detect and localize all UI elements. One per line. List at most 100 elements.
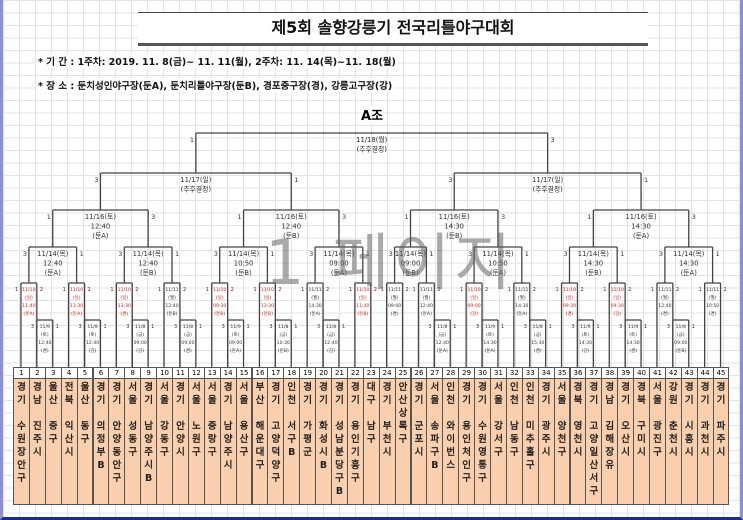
team-column: 26 경 기 군 포 시 [410, 367, 428, 505]
team-column: 38 경 남 김 해 장 유 [601, 367, 619, 505]
seed-number: 1 [151, 324, 154, 330]
match-info-text: 12:40 [281, 223, 301, 231]
match-info-text: (일) [120, 294, 128, 301]
match-info-text: (경) [709, 310, 717, 317]
team-column: 35 서 울 양 천 구 [553, 367, 571, 505]
seed-number: 1 [294, 176, 298, 184]
seed-number: 1 [190, 136, 194, 144]
match-info-text: (추후결정) [181, 185, 212, 194]
seed-number: 3 [31, 324, 34, 330]
seed-number: 1 [47, 213, 51, 221]
match-info-text: (토) [629, 332, 637, 338]
match-info-text: 12:40 [138, 260, 158, 268]
seed-number: 2 [628, 287, 631, 293]
team-name: 경 기 가 평 군 [303, 382, 312, 458]
match-info-text: 11/17(일) [180, 175, 211, 184]
team-name: 서 울 강 서 구 [494, 382, 503, 458]
match-info-text: 11/17(일) [532, 175, 563, 184]
seed-number: 3 [309, 250, 313, 258]
match-info-text: 09:00 [134, 340, 147, 346]
seed-number: 3 [692, 213, 696, 221]
team-number: 27 [427, 368, 443, 379]
seed-number: 1 [501, 324, 504, 330]
seed-number: 2 [676, 287, 679, 293]
team-column: 15 서 울 용 산 구 [235, 367, 253, 505]
team-column: 40 경 북 구 미 시 [633, 367, 650, 505]
match-info-text: 11/14(목) [133, 250, 164, 258]
match-info-text: (강) [136, 347, 144, 354]
team-column: 3 울 산 중 구 [44, 367, 62, 505]
team-name: 부 산 해 운 대 구 [255, 382, 265, 471]
match-info-text: 11/16(토) [85, 213, 116, 221]
seed-number: 1 [412, 287, 415, 293]
match-info-text: (둔B) [278, 348, 289, 354]
tournament-bracket: 11/18(월)(추후결정)1 311/17(일)(추후결정)3 1 11/17(일)… [15, 132, 727, 367]
team-name: 강 원 춘 천 시 [668, 382, 678, 458]
match-info-text: (토) [486, 332, 494, 338]
team-name: 서 울 양 천 구 [557, 382, 567, 458]
seed-number: 3 [126, 324, 129, 330]
seed-number: 1 [716, 250, 720, 258]
seed-number: 2 [40, 287, 43, 293]
team-number: 8 [125, 368, 141, 379]
match-info-text: 11/10 [356, 287, 369, 293]
match-info-text: 11/9 [40, 324, 50, 330]
match-info-text: 15:30 [531, 340, 544, 346]
team-column: 28 인 천 와 이 번 스 [442, 367, 460, 505]
seed-number: 1 [270, 250, 274, 258]
team-column: 24 경 기 부 천 시 [378, 367, 396, 505]
match-info-text: (금) [184, 332, 192, 338]
team-name: 경 기 수 원 영 통 구 [478, 382, 487, 484]
match-info-text: 11/9 [580, 324, 590, 330]
team-column: 23 대 구 남 구 [362, 367, 380, 505]
seed-number: 3 [551, 136, 555, 144]
team-column: 31 서 울 강 서 구 [490, 367, 507, 505]
team-number: 37 [586, 368, 602, 379]
match-info-text: (월) [709, 294, 717, 301]
team-name: 서 울 중 랑 구 [207, 382, 217, 458]
match-info-text: 09:30 [213, 303, 226, 309]
match-info-text: 11/10 [118, 287, 131, 293]
team-number: 10 [157, 368, 172, 379]
team-name: 경 기 부 천 시 [382, 382, 392, 458]
match-info-text: (강) [327, 347, 335, 354]
match-info-text: (둔A) [45, 269, 62, 277]
match-info-text: 10:50 [488, 260, 508, 268]
match-info-text: (강) [470, 310, 478, 317]
match-info-text: (강) [89, 347, 97, 354]
match-info-text: 09:00 [388, 303, 401, 309]
match-info-text: (경) [391, 310, 399, 317]
match-info-text: 11/9 [230, 324, 240, 330]
match-info-text: (일) [216, 294, 224, 301]
team-column: 18 인 천 서 구 B [283, 367, 301, 505]
seed-number: 2 [278, 287, 281, 293]
team-name: 서 울 강 동 구 [160, 382, 169, 458]
team-number: 19 [300, 368, 316, 379]
match-info-text: (둔A) [681, 269, 698, 277]
match-info-text: 12:40 [91, 223, 111, 231]
match-info-text: 10:50 [234, 260, 254, 268]
match-info-text: 09:00 [229, 340, 242, 346]
match-info-text: 11/11 [308, 287, 321, 293]
team-column: 6 경 기 의 정 부 B [92, 367, 110, 505]
match-info-text: (둔A) [23, 311, 34, 317]
match-info-text: (둔B) [675, 348, 686, 354]
match-info-text: 11/11 [388, 287, 401, 293]
match-info-text: (토) [41, 332, 49, 338]
seed-number: 1 [56, 324, 59, 330]
seed-number: 3 [619, 324, 622, 330]
team-column: 17 경 기 고 양 덕 양 구 [267, 367, 285, 505]
match-info-text: 14:30 [483, 340, 496, 346]
match-info-text: 12:40 [658, 303, 671, 309]
team-name: 경 남 김 해 장 유 [605, 382, 615, 471]
team-number: 41 [650, 368, 665, 379]
match-info-text: 11/10 [261, 287, 274, 293]
match-info-text: (둔B) [235, 269, 252, 277]
team-column: 4 전 북 익 산 시 [60, 367, 78, 505]
match-info-text: 11:40 [22, 303, 35, 309]
team-name: 대 구 남 구 [366, 382, 376, 445]
seed-number: 3 [317, 324, 320, 330]
team-number: 42 [665, 368, 681, 379]
team-number: 5 [77, 368, 93, 379]
team-number: 43 [681, 368, 697, 379]
